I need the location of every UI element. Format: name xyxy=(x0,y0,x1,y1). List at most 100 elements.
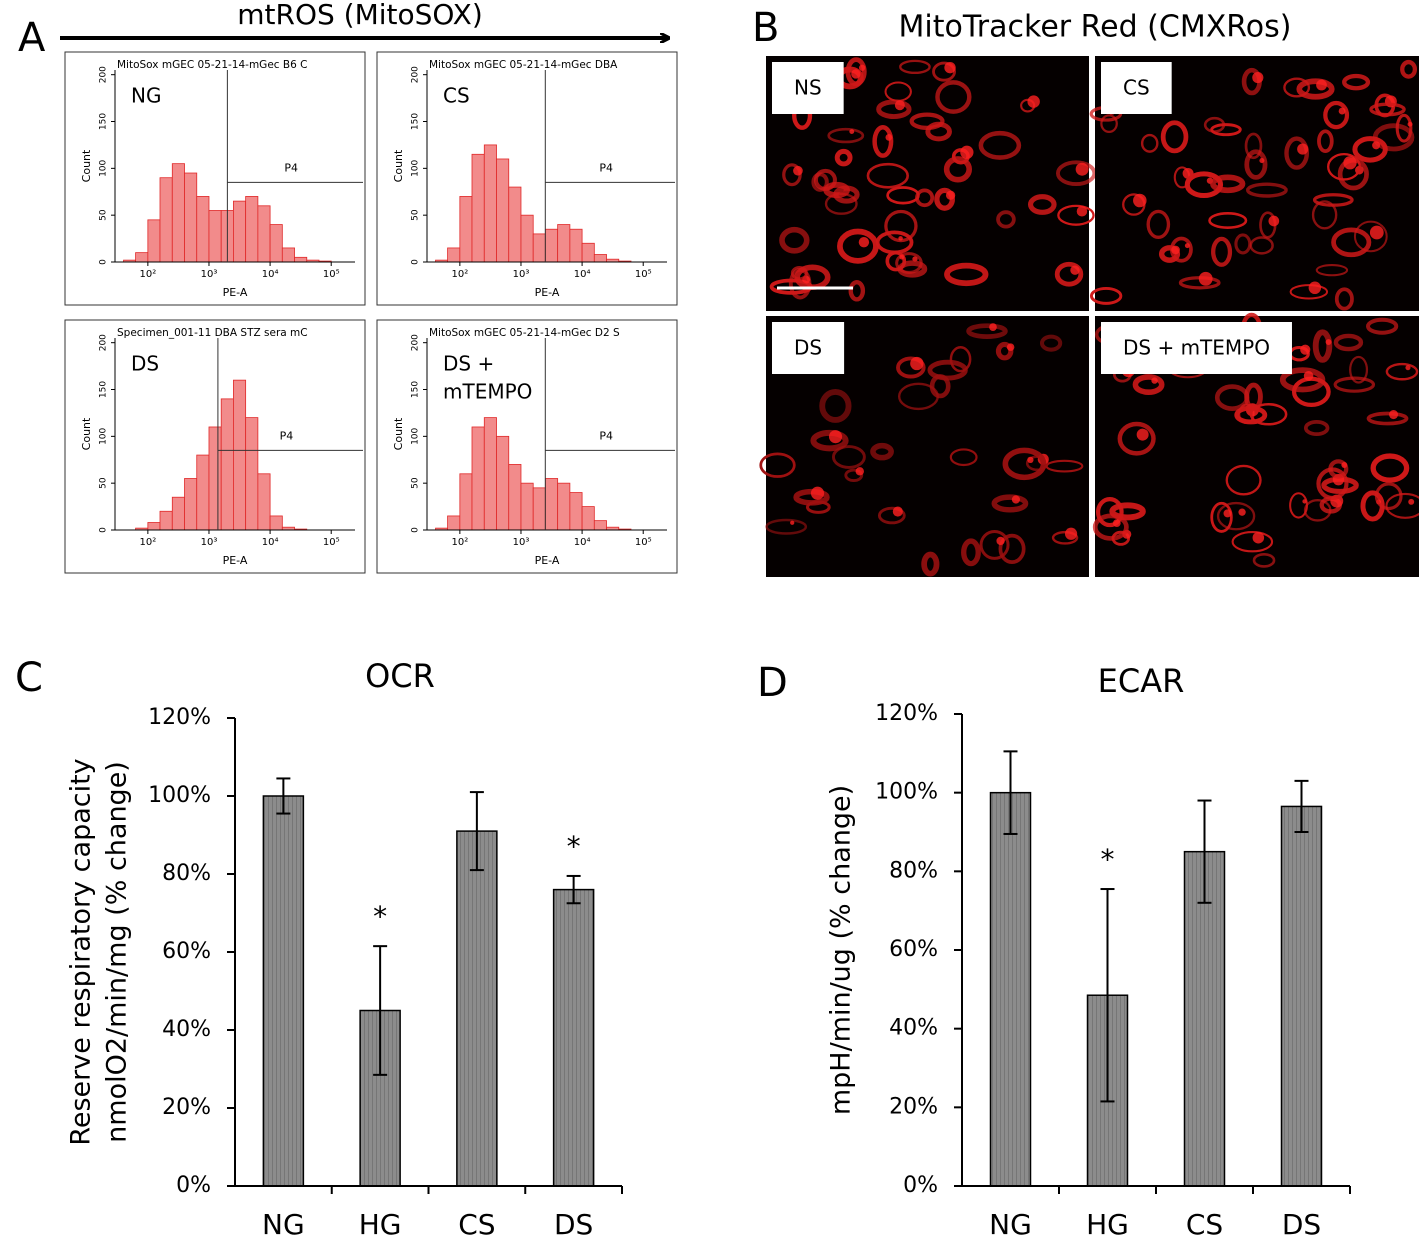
cell xyxy=(1370,453,1410,483)
cell-spot xyxy=(945,190,956,200)
histogram-bin xyxy=(208,426,222,531)
cell xyxy=(877,506,906,525)
cell xyxy=(1089,286,1123,305)
y-tick-label: 0 xyxy=(99,259,109,265)
y-axis-label: Count xyxy=(80,149,93,182)
cell-spot xyxy=(885,134,893,141)
error-bar xyxy=(1100,888,1115,1103)
histogram-bin xyxy=(220,398,234,531)
cell xyxy=(949,448,978,467)
sample-label: NG xyxy=(131,84,161,108)
histogram-bin xyxy=(520,482,534,531)
cell xyxy=(1249,402,1288,426)
cell-spot xyxy=(849,129,855,135)
cell xyxy=(1312,329,1333,363)
cell-spot xyxy=(1151,377,1158,384)
y-tick-label: 200 xyxy=(411,334,421,351)
cell xyxy=(834,148,853,167)
cell xyxy=(1244,132,1263,160)
cell-spot xyxy=(1407,121,1413,127)
cell xyxy=(944,262,989,287)
cell xyxy=(1252,552,1276,568)
cell-spot xyxy=(996,536,1005,546)
y-tick-label: 20% xyxy=(889,1094,938,1119)
histogram-bin xyxy=(496,435,510,531)
x-tick-label: 10³ xyxy=(513,269,530,280)
histogram-bin xyxy=(257,473,271,531)
micrographs: NS CS DS DS + mTEMPO xyxy=(759,56,1419,577)
histogram-bin xyxy=(508,186,522,263)
histogram-bin xyxy=(557,224,571,263)
histogram-bin xyxy=(257,205,271,263)
plot-title: Specimen_001-11 DBA STZ sera mC xyxy=(117,327,308,339)
cell-spot xyxy=(1405,365,1411,371)
histogram-bin xyxy=(196,454,210,531)
cell xyxy=(1366,411,1409,426)
x-tick-label: 10³ xyxy=(201,537,218,548)
cell xyxy=(1210,501,1233,533)
gate-label: P4 xyxy=(599,161,613,174)
plot-title: MitoSox mGEC 05-21-14-mGec B6 C xyxy=(117,59,307,71)
cell xyxy=(813,168,837,191)
cell xyxy=(921,551,940,577)
y-tick-label: 120% xyxy=(148,705,211,730)
cell xyxy=(1374,482,1403,511)
cell-spot xyxy=(1184,243,1190,249)
cell-spot xyxy=(1259,158,1265,164)
cell-spot xyxy=(1308,281,1322,295)
cell xyxy=(1331,227,1372,258)
cell xyxy=(1323,100,1350,130)
histogram-bin xyxy=(593,520,607,531)
cell-spot xyxy=(790,520,795,525)
x-tick-label: HG xyxy=(1086,1208,1129,1238)
histogram-bin xyxy=(159,177,173,263)
significance: * xyxy=(567,830,581,863)
cell xyxy=(1231,531,1274,553)
cell xyxy=(765,518,808,535)
y-tick-label: 200 xyxy=(99,334,109,351)
bar xyxy=(1183,850,1226,1187)
panel-letter: C xyxy=(15,655,43,701)
label-box xyxy=(1101,322,1292,374)
y-tick-label: 120% xyxy=(875,701,938,726)
x-tick-label: 10⁵ xyxy=(635,269,652,280)
cell xyxy=(1002,447,1047,481)
bar xyxy=(262,795,305,1187)
y-tick-label: 60% xyxy=(889,937,938,962)
histogram-bin xyxy=(569,492,583,531)
histogram-bin xyxy=(581,506,595,531)
plot-title: MitoSox mGEC 05-21-14-mGec DBA xyxy=(429,59,618,71)
cell-spot xyxy=(1252,531,1265,544)
x-tick-label: 10² xyxy=(139,537,156,548)
cell xyxy=(1208,212,1248,229)
cell-spot xyxy=(828,430,843,444)
cell xyxy=(897,260,928,278)
cell xyxy=(1051,530,1079,545)
cell-spot xyxy=(944,61,956,74)
cell xyxy=(1289,492,1308,519)
cell xyxy=(949,346,972,373)
y-tick-label: 100 xyxy=(99,427,109,444)
y-tick-label: 50 xyxy=(411,209,421,221)
cell xyxy=(837,228,879,264)
y-tick-label: 100 xyxy=(411,159,421,176)
error-bar xyxy=(1294,779,1309,833)
x-tick-label: 10³ xyxy=(513,537,530,548)
sample-label: mTEMPO xyxy=(443,380,532,404)
histogram-bin xyxy=(520,214,534,263)
histogram-bin xyxy=(281,247,295,263)
histogram-bin xyxy=(532,233,546,263)
y-axis-label: Count xyxy=(80,417,93,450)
histogram-bin xyxy=(545,228,559,263)
cell-spot xyxy=(851,69,861,79)
chart-title: ECAR xyxy=(1098,662,1185,700)
cell-spot xyxy=(1297,143,1309,155)
histogram-bin xyxy=(483,144,497,263)
x-tick-label: DS xyxy=(1282,1208,1321,1238)
y-axis-label: Count xyxy=(392,417,405,450)
cell xyxy=(1333,376,1376,393)
cell xyxy=(1039,334,1063,352)
cell xyxy=(1216,501,1256,531)
cell xyxy=(885,250,907,272)
label-box xyxy=(772,322,845,374)
